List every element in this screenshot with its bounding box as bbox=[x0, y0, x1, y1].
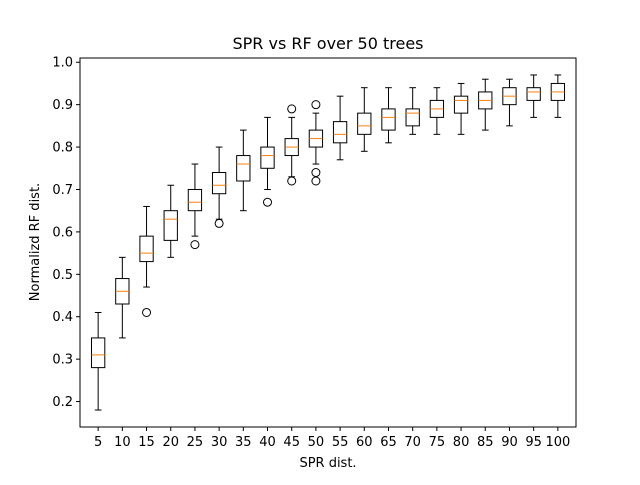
x-tick-label: 5 bbox=[94, 435, 102, 450]
x-tick-label: 75 bbox=[429, 435, 446, 450]
x-tick-label: 85 bbox=[477, 435, 494, 450]
x-tick-label: 55 bbox=[332, 435, 349, 450]
box-iqr bbox=[187, 188, 203, 212]
outlier-point bbox=[190, 240, 200, 250]
outlier-point bbox=[287, 104, 297, 114]
x-axis-label: SPR dist. bbox=[299, 456, 356, 471]
box-iqr bbox=[332, 121, 348, 144]
outlier-point bbox=[142, 307, 152, 317]
y-tick-label: 0.3 bbox=[52, 353, 73, 368]
x-tick-label: 50 bbox=[308, 435, 325, 450]
x-tick-label: 65 bbox=[380, 435, 397, 450]
plot-marks: 0.2 0.3 0.4 0.5 0.6 0.7 0.8 0.9 1.0 5 10 15 20 25 30 35… bbox=[52, 56, 570, 450]
box-iqr bbox=[526, 87, 541, 101]
y-tick-label: 0.6 bbox=[52, 225, 73, 240]
outlier-point bbox=[311, 176, 321, 186]
x-tick-label: 100 bbox=[545, 435, 570, 450]
x-tick-label: 30 bbox=[211, 435, 228, 450]
y-tick-label: 1.0 bbox=[52, 56, 73, 71]
box-iqr bbox=[90, 337, 106, 369]
x-tick-label: 35 bbox=[235, 435, 252, 450]
box-iqr bbox=[453, 95, 469, 114]
box-iqr bbox=[260, 146, 275, 169]
box-iqr bbox=[405, 108, 420, 127]
x-tick-label: 90 bbox=[501, 435, 518, 450]
x-tick-label: 70 bbox=[404, 435, 421, 450]
box-iqr bbox=[211, 172, 227, 195]
x-tick-label: 40 bbox=[259, 435, 276, 450]
box-iqr bbox=[357, 112, 372, 135]
outlier-point bbox=[311, 100, 321, 110]
x-tick-label: 45 bbox=[283, 435, 300, 450]
outlier-point bbox=[263, 197, 273, 207]
y-tick-label: 0.8 bbox=[52, 141, 73, 156]
x-tick-label: 95 bbox=[525, 435, 542, 450]
y-tick-label: 0.2 bbox=[52, 395, 73, 410]
x-tick-label: 60 bbox=[356, 435, 373, 450]
y-tick-label: 0.4 bbox=[52, 310, 73, 325]
outlier-point bbox=[214, 218, 224, 228]
x-tick-label: 15 bbox=[138, 435, 155, 450]
box-iqr bbox=[236, 155, 251, 182]
y-tick-label: 0.7 bbox=[52, 183, 73, 198]
x-tick-label: 20 bbox=[162, 435, 179, 450]
box-iqr bbox=[163, 210, 178, 241]
x-tick-label: 80 bbox=[453, 435, 470, 450]
chart-title: SPR vs RF over 50 trees bbox=[232, 34, 423, 53]
y-axis-label: Normalizd RF dist. bbox=[28, 183, 43, 301]
y-tick-label: 0.5 bbox=[52, 268, 73, 283]
x-tick-label: 25 bbox=[187, 435, 204, 450]
outlier-point bbox=[287, 176, 297, 186]
box-iqr bbox=[381, 108, 396, 131]
plot-area-frame bbox=[79, 57, 577, 428]
x-tick-label: 10 bbox=[114, 435, 131, 450]
y-tick-label: 0.9 bbox=[52, 98, 73, 113]
box-iqr bbox=[139, 235, 154, 263]
